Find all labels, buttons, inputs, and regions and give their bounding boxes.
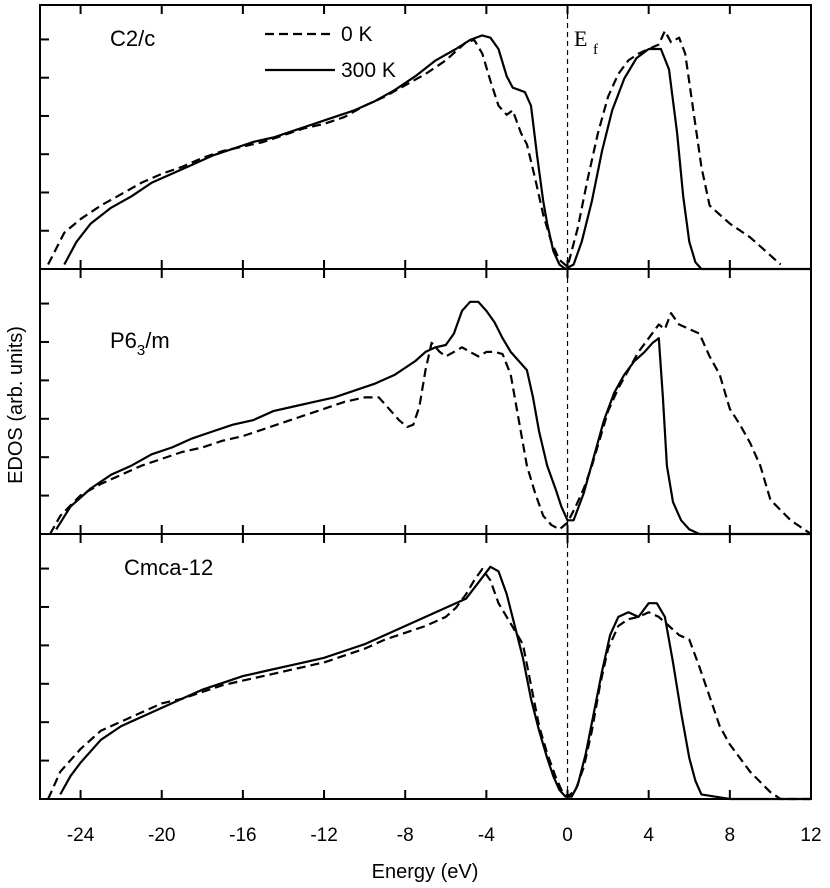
- panels-layer: C2/c P63/m Cmca-12: [39, 4, 812, 801]
- x-axis: -24 -20 -16 -12 -8 -4 0 4 8 12: [67, 825, 822, 846]
- x-tick-label: 12: [800, 825, 821, 846]
- panel-2: Cmca-12: [39, 533, 812, 801]
- x-tick-label: -8: [397, 825, 414, 846]
- x-axis-label: Energy (eV): [372, 861, 479, 883]
- fermi-level-label: E f: [574, 26, 598, 58]
- series-0k-line: [47, 29, 782, 268]
- series-300k-line: [59, 565, 811, 801]
- x-tick-label: -12: [310, 825, 337, 846]
- series-300k-line: [63, 34, 811, 271]
- panel-label-main: P6: [110, 328, 137, 353]
- x-tick-label: -20: [148, 825, 175, 846]
- legend: 0 K 300 K: [265, 23, 396, 82]
- series-0k-line: [47, 567, 811, 801]
- fermi-level-label-main: E: [574, 26, 587, 51]
- panel-label-main: C2/c: [110, 26, 155, 51]
- legend-label-300k: 300 K: [341, 59, 396, 82]
- x-tick-label: 8: [725, 825, 736, 846]
- y-axis-label: EDOS (arb. units): [5, 326, 27, 484]
- fermi-level-label-subscript: f: [593, 42, 598, 58]
- panel-label-main: Cmca-12: [124, 555, 213, 580]
- panel-label-subscript: 3: [137, 342, 145, 359]
- series-0k-line: [49, 312, 812, 535]
- panel-0: C2/c: [39, 4, 812, 271]
- panel-label: C2/c: [110, 26, 155, 51]
- x-tick-label: 0: [562, 825, 573, 846]
- panel-frame: [39, 533, 812, 800]
- x-tick-label: -16: [229, 825, 256, 846]
- x-tick-label: -24: [67, 825, 95, 846]
- panel-frame: [39, 4, 812, 270]
- x-tick-label: 4: [643, 825, 654, 846]
- panel-label-tail: /m: [145, 328, 169, 353]
- x-tick-label: -4: [478, 825, 495, 846]
- legend-label-0k: 0 K: [341, 23, 373, 46]
- series-300k-line: [55, 300, 811, 536]
- panel-label: Cmca-12: [124, 555, 213, 580]
- panel-frame: [39, 268, 812, 535]
- panel-1: P63/m: [39, 268, 812, 536]
- panel-label: P63/m: [110, 328, 170, 359]
